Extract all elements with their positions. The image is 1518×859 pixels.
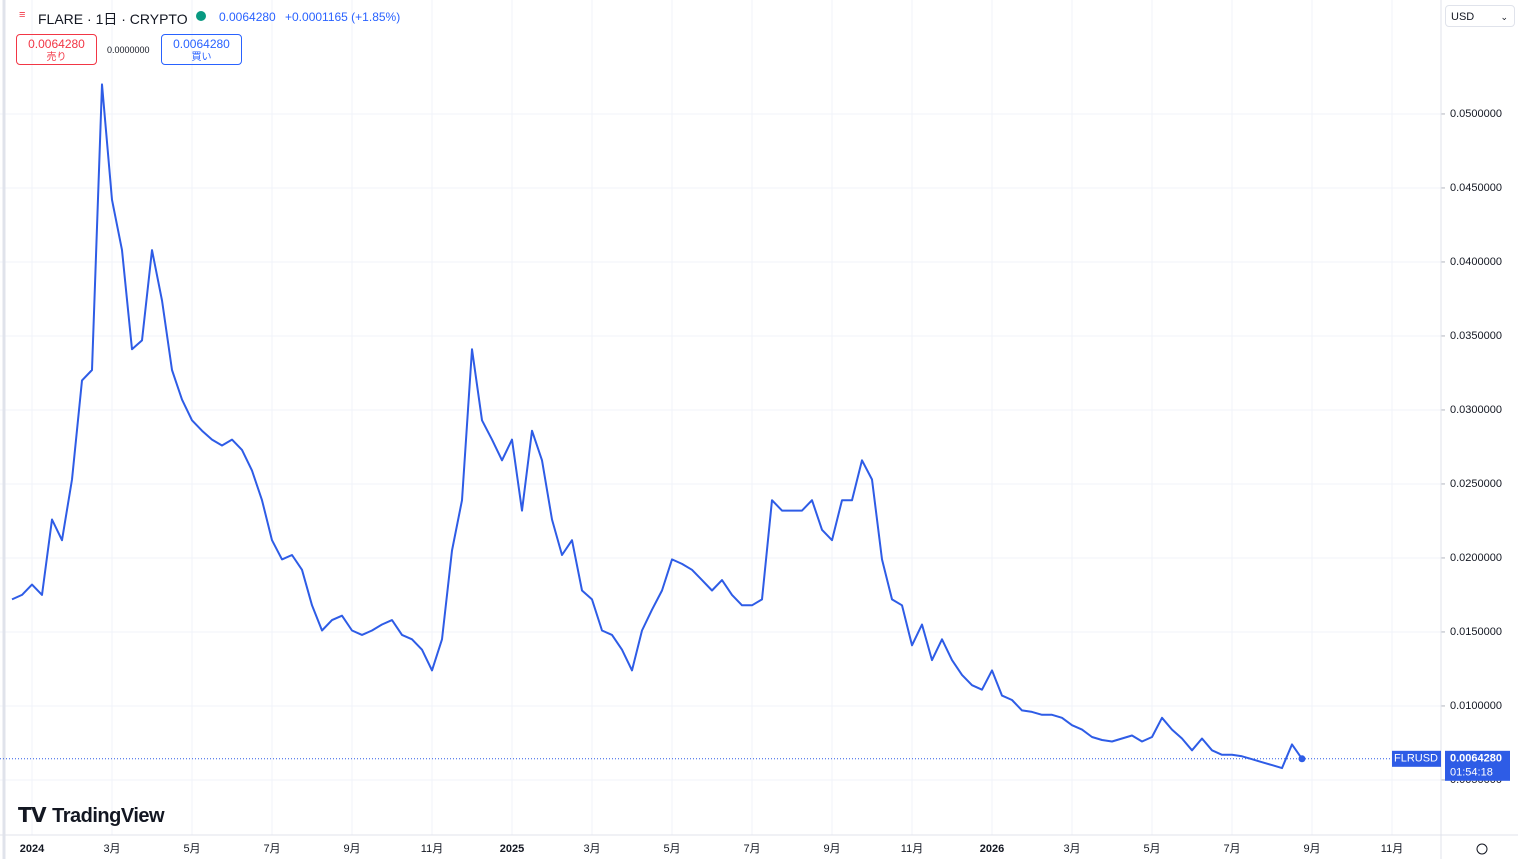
logo-text: TradingView	[52, 805, 165, 827]
x-tick-label: 2024	[20, 843, 45, 855]
x-tick-label: 3月	[103, 843, 120, 855]
x-tick-label: 5月	[1143, 843, 1160, 855]
y-tick-label: 0.0500000	[1450, 108, 1502, 120]
x-tick-label: 3月	[583, 843, 600, 855]
buy-price: 0.0064280	[173, 37, 230, 51]
buy-label: 買い	[191, 52, 212, 63]
currency: USD	[1451, 11, 1475, 23]
y-tick-label: 0.0150000	[1450, 626, 1502, 638]
x-tick-label: 5月	[183, 843, 200, 855]
x-tick-label: 11月	[1381, 843, 1403, 855]
price-tag-label: 0.0064280	[1450, 753, 1502, 765]
x-tick-label: 2025	[500, 843, 524, 855]
market-status	[196, 11, 206, 21]
last-point	[1298, 755, 1306, 763]
symbol-tag	[1392, 750, 1441, 767]
price-change: +0.0001165 (+1.85%)	[285, 10, 401, 24]
buy-button[interactable]: 0.0064280 買い	[161, 34, 242, 65]
y-tick-label: 0.0300000	[1450, 404, 1502, 416]
symbol-icon: ≡	[19, 9, 26, 21]
y-tick-label: 0.0250000	[1450, 478, 1502, 490]
x-tick-label: 9月	[823, 843, 840, 855]
spread: 0.0000000	[107, 45, 150, 55]
y-tick-label: 0.0100000	[1450, 700, 1502, 712]
x-tick-label: 11月	[421, 843, 443, 855]
symbol-title[interactable]: FLARE · 1日 · CRYPTO	[38, 11, 188, 27]
x-tick-label: 2026	[980, 843, 1004, 855]
y-tick-label: 0.0200000	[1450, 552, 1502, 564]
logo[interactable]: 𝗧𝗩 TradingView	[18, 805, 165, 827]
sell-price: 0.0064280	[28, 37, 85, 51]
countdown: 01:54:18	[1450, 767, 1493, 779]
currency-select[interactable]: USD ⌄	[1445, 5, 1515, 27]
y-tick-label: 0.0400000	[1450, 256, 1502, 268]
y-tick-label: 0.0450000	[1450, 182, 1502, 194]
x-tick-label: 7月	[263, 843, 280, 855]
price-line	[11, 83, 1303, 770]
symbol-tag-label: FLRUSD	[1394, 753, 1438, 765]
x-tick-label: 11月	[901, 843, 923, 855]
x-tick-label: 5月	[663, 843, 680, 855]
settings-icon[interactable]	[1476, 843, 1488, 855]
x-tick-label: 9月	[343, 843, 360, 855]
sell-button[interactable]: 0.0064280 売り	[16, 34, 97, 65]
x-tick-label: 7月	[1223, 843, 1240, 855]
sell-label: 売り	[46, 52, 67, 63]
y-tick-label: 0.0350000	[1450, 330, 1502, 342]
last-price: 0.0064280	[219, 10, 276, 24]
x-tick-label: 3月	[1063, 843, 1080, 855]
price-tag	[1445, 750, 1510, 781]
x-tick-label: 7月	[743, 843, 760, 855]
x-tick-label: 9月	[1303, 843, 1320, 855]
